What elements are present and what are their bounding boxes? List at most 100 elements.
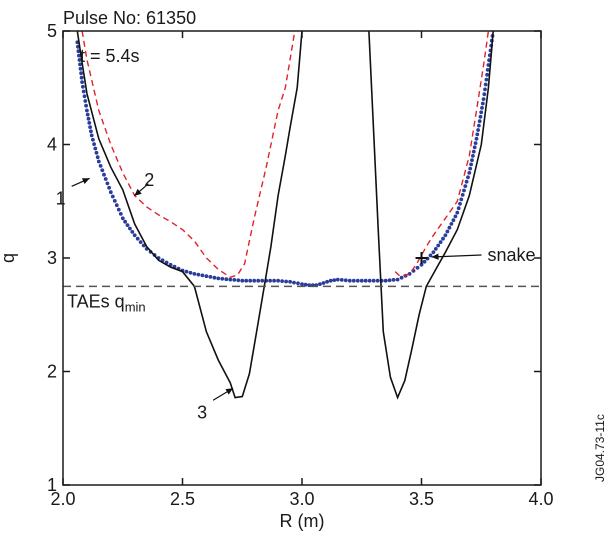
- series-1-point: [351, 278, 356, 283]
- series-1-point: [407, 272, 412, 276]
- series-1-point: [77, 53, 81, 58]
- series-1-point: [456, 206, 461, 211]
- series-1-point: [130, 230, 135, 234]
- y-tick-label: 1: [47, 475, 57, 495]
- series-1-point: [433, 247, 438, 251]
- series-1-point: [102, 172, 106, 177]
- series-1-point: [132, 233, 137, 238]
- series-1-point: [224, 277, 229, 282]
- series-1-point: [212, 275, 217, 280]
- series-1-point: [85, 108, 89, 113]
- series-1-point: [339, 278, 344, 282]
- series-1-point: [216, 276, 221, 281]
- series-1-point: [87, 121, 92, 125]
- series-1-point: [232, 278, 237, 282]
- series-1-point: [458, 201, 462, 206]
- series-1-point: [82, 94, 87, 99]
- series-1-point: [108, 190, 113, 195]
- series-1-point: [141, 243, 146, 248]
- series-1-point: [78, 66, 83, 71]
- series-1-point: [236, 278, 241, 283]
- series-1-point: [89, 129, 93, 134]
- series-1-point: [367, 278, 372, 283]
- series-1-dotted: [75, 34, 495, 288]
- series-1-point: [252, 278, 257, 283]
- series-1-point: [100, 168, 105, 173]
- series-1-point: [387, 278, 392, 283]
- series-1-point: [88, 125, 92, 129]
- series-1-point: [391, 278, 396, 282]
- series-1-point: [445, 229, 450, 234]
- curve-1-label: 1: [56, 188, 66, 208]
- series-1-point: [110, 194, 115, 199]
- series-1-point: [477, 119, 482, 124]
- series-1-point: [81, 84, 85, 89]
- series-1-point: [118, 212, 123, 216]
- x-tick-label: 4.0: [528, 489, 553, 509]
- series-1-point: [453, 214, 458, 219]
- series-1-point: [347, 278, 352, 283]
- series-1-point: [89, 133, 94, 138]
- plot-frame: [62, 30, 542, 486]
- curve-2-arrow-head: [134, 188, 142, 196]
- series-1-point: [486, 63, 491, 67]
- series-1-point: [462, 188, 466, 193]
- y-tick-label: 5: [47, 21, 57, 41]
- series-1-point: [107, 185, 111, 190]
- series-1-point: [92, 142, 96, 147]
- y-tick-label: 3: [47, 248, 57, 268]
- series-1-point: [415, 265, 420, 270]
- series-1-point: [328, 278, 333, 283]
- series-1-point: [138, 240, 143, 245]
- series-1-point: [485, 72, 489, 77]
- series-1-point: [85, 112, 90, 117]
- series-1-point: [483, 87, 487, 92]
- taes-qmin-label: TAEs qmin: [67, 291, 146, 314]
- series-1-point: [428, 253, 433, 258]
- taes-qmin-label-subscript: min: [125, 299, 146, 314]
- x-tick-label: 2.0: [50, 489, 75, 509]
- series-1-point: [248, 278, 253, 283]
- series-1-point: [80, 80, 84, 84]
- series-1-point: [94, 150, 99, 155]
- series-1-point: [135, 236, 140, 241]
- snake-label: snake: [488, 245, 536, 265]
- series-1-point: [441, 236, 445, 241]
- x-axis-label: R (m): [280, 511, 325, 531]
- series-1-point: [103, 177, 108, 181]
- series-1-point: [296, 281, 300, 286]
- curve-3-label: 3: [197, 402, 207, 422]
- series-1-point: [467, 171, 472, 175]
- snake-arrow: [431, 254, 482, 258]
- reference-layer: TAEs qmin: [63, 285, 541, 314]
- series-1-point: [84, 103, 88, 108]
- series-1-point: [476, 128, 480, 132]
- series-1-point: [208, 275, 213, 279]
- series-1-point: [485, 68, 490, 72]
- series-1-point: [292, 280, 296, 285]
- series-1-point: [321, 281, 326, 285]
- series-1-point: [79, 75, 84, 80]
- series-1-point: [464, 179, 469, 184]
- series-1-point: [355, 278, 360, 283]
- series-1-point: [93, 146, 98, 151]
- y-tick-label: 2: [47, 362, 57, 382]
- series-1-point: [359, 278, 364, 283]
- series-1-point: [280, 279, 284, 283]
- series-1-point: [477, 123, 481, 128]
- series-1-point: [469, 162, 473, 167]
- chart-title: Pulse No: 61350: [63, 8, 196, 28]
- series-1-point: [105, 181, 110, 186]
- series-1-point: [363, 278, 368, 283]
- series-1-point: [480, 101, 485, 106]
- series-1-point: [325, 279, 329, 284]
- series-1-point: [220, 276, 225, 281]
- curve-1-arrow-head: [81, 178, 90, 185]
- series-1-point: [112, 199, 117, 203]
- series-1-point: [484, 77, 489, 82]
- series-1-point: [478, 114, 483, 119]
- series-layer: [75, 31, 495, 400]
- series-1-point: [240, 278, 245, 283]
- x-tick-label: 3.0: [289, 489, 314, 509]
